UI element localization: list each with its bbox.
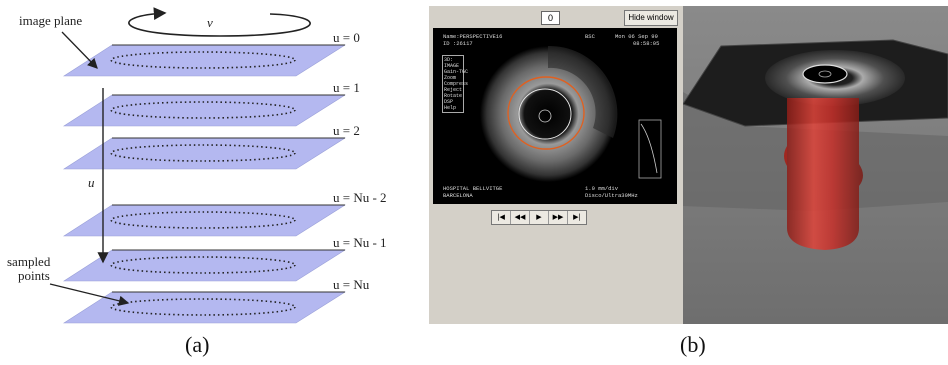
play-button[interactable]: ▶	[530, 211, 549, 224]
image-plane: u = Nu - 1	[62, 235, 387, 282]
ivus-menu-item: Zoom	[444, 75, 457, 81]
image-plane: u = 1	[62, 80, 360, 127]
rotation-arrow-icon	[128, 7, 311, 37]
fast-forward-button[interactable]: ▶▶	[549, 211, 568, 224]
plane-index-label: u = Nu	[333, 277, 370, 292]
3d-reconstruction-view[interactable]	[682, 6, 948, 324]
sampled-points-contour	[110, 51, 296, 69]
ivus-image-view: Name:PERSPECTIVE16 ID :26117 BSC Mon 06 …	[433, 28, 677, 204]
vessel-wall-contour	[507, 76, 585, 150]
rewind-button[interactable]: ◀◀	[511, 211, 530, 224]
ivus-menu-item: IMAGE	[444, 63, 460, 69]
caption-b: (b)	[680, 332, 706, 357]
ivus-application-window: 0 Hide window >> Name:PERSPECTIVE	[429, 6, 948, 324]
bsc-label: BSC	[585, 33, 595, 40]
sampled-points-label-line1: sampled	[7, 254, 51, 269]
image-plane: u = 2	[62, 123, 360, 170]
hospital-city: BARCELONA	[443, 192, 473, 199]
scale-label: 1.0 mm/div	[585, 185, 619, 192]
frame-number-field[interactable]: 0	[541, 11, 560, 25]
patient-id: ID :26117	[443, 40, 473, 47]
plane-index-label: u = Nu - 2	[333, 190, 387, 205]
plane-index-label: u = 1	[333, 80, 360, 95]
plane-index-label: u = Nu - 1	[333, 235, 387, 250]
ivus-menu-item: Compress	[444, 81, 469, 87]
ivus-menu-item: Rotate	[444, 93, 463, 99]
plane-index-label: u = 2	[333, 123, 360, 138]
vessel-surface	[787, 98, 863, 250]
lumen-contour	[518, 88, 572, 140]
ivus-menu: 3D: IMAGE Gain-TGC Zoom Compress Reject Rotate…	[442, 55, 469, 113]
image-plane: u = Nu	[62, 277, 370, 324]
u-axis-label: u	[88, 175, 95, 190]
playback-controls: |◀ ◀◀ ▶ ▶▶ ▶|	[491, 210, 587, 225]
ivus-menu-item: Reject	[444, 87, 463, 93]
patient-name: Name:PERSPECTIVE16	[443, 33, 503, 40]
image-plane: u = Nu - 2	[62, 190, 387, 237]
image-plane-label: image plane	[19, 13, 82, 28]
ivus-menu-item: Gain-TGC	[444, 69, 469, 75]
ivus-menu-item: Help	[444, 105, 457, 111]
sampled-points-contour	[110, 211, 296, 229]
sampling-diagram: v u = 0 u = 1 u = 2 u = Nu - 2 u = Nu - 1 u =…	[7, 7, 387, 324]
sampled-points-pointer	[49, 283, 130, 306]
plane-index-label: u = 0	[333, 30, 360, 45]
image-plane: u = 0	[62, 30, 360, 77]
ivus-cross-section	[480, 45, 662, 182]
exam-date: Mon 06 Sep 99	[615, 33, 658, 40]
first-frame-button[interactable]: |◀	[492, 211, 511, 224]
sampled-points-contour	[110, 298, 296, 316]
hospital-name: HOSPITAL BELLVITGE	[443, 185, 503, 192]
ivus-menu-item: DSP	[444, 99, 454, 105]
sampled-points-label-line2: points	[18, 268, 50, 283]
ivus-menu-item: 3D:	[444, 57, 454, 63]
image-plane-pointer	[61, 31, 98, 69]
sampled-points-contour	[110, 101, 296, 119]
hide-window-button[interactable]: Hide window >>	[624, 10, 678, 36]
last-frame-button[interactable]: ▶|	[573, 213, 581, 221]
v-label: v	[207, 15, 213, 30]
probe-label: Disco/Ultra30MHz	[585, 192, 638, 199]
sampled-points-contour	[110, 144, 296, 162]
exam-time: 08:58:05	[633, 40, 660, 47]
sampled-points-contour	[110, 256, 296, 274]
caption-a: (a)	[185, 332, 210, 357]
3d-vessel-render	[682, 6, 948, 324]
